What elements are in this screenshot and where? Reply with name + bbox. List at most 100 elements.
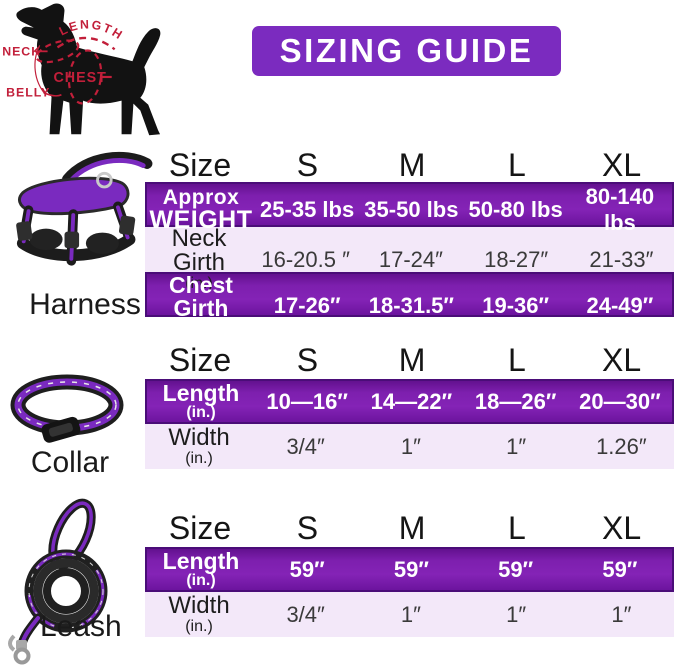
- row-label-line2: (in.): [185, 449, 213, 467]
- header-m: M: [398, 341, 426, 378]
- header-xl: XL: [602, 509, 642, 546]
- cell-value: 18-31.5″: [368, 292, 454, 318]
- cell-value: 1″: [611, 601, 632, 627]
- harness-right-buckle: [118, 215, 136, 236]
- cell-value: 24-49″: [586, 292, 654, 318]
- leash-product-image: [8, 498, 108, 665]
- header-s: S: [296, 509, 319, 546]
- header-xl: XL: [602, 341, 642, 378]
- dog-silhouette: [16, 3, 161, 136]
- leash-coil-middle: [33, 558, 99, 624]
- cell-value: 1″: [506, 601, 527, 627]
- harness-right-pad: [85, 232, 119, 254]
- length-measure-line: [56, 36, 116, 51]
- cell-value: 3/4″: [286, 433, 325, 459]
- belly-leader-line: [43, 92, 62, 97]
- banner-title: SIZING GUIDE: [279, 32, 534, 69]
- row-label-line2: (in.): [186, 404, 216, 422]
- row-label: Length (in.): [147, 379, 255, 422]
- row-label-line2: (in.): [186, 319, 216, 337]
- leash-table-header: Size S M L XL: [145, 509, 674, 547]
- row-label-line2: (in.): [185, 274, 213, 292]
- collar-width-row: Width (in.) 3/4″ 1″ 1″ 1.26″: [145, 424, 674, 469]
- row-label: Chest Girth (in.): [147, 272, 255, 337]
- harness-belly-strap: [16, 233, 136, 262]
- row-label-line1: Width: [168, 592, 230, 620]
- row-label-line1: Length: [162, 547, 240, 574]
- collar-buckle: [41, 416, 81, 443]
- header-m: M: [398, 509, 426, 546]
- harness-d-ring: [96, 171, 113, 189]
- dog-measurement-diagram: LENGTH NECK CHEST BELLY: [2, 3, 161, 136]
- cell-value: 10—16″: [266, 388, 348, 414]
- row-label-line1: Chest Girth: [169, 272, 233, 322]
- harness-product-image: [16, 151, 153, 266]
- leash-length-row: Length (in.) 59″ 59″ 59″ 59″: [145, 547, 674, 592]
- chest-label: CHEST: [54, 70, 107, 86]
- cell-value: 1.26″: [596, 433, 647, 459]
- cell-value: 1″: [400, 601, 421, 627]
- leash-snap-hook: [8, 634, 31, 665]
- row-label: Width (in.): [145, 592, 253, 635]
- leash-size-table: Size S M L XL Length (in.) 59″ 59″ 59″ 5…: [145, 509, 674, 637]
- header-s: S: [296, 341, 319, 378]
- harness-handle: [62, 151, 153, 185]
- row-label: Neck Girth (in.): [145, 225, 253, 292]
- neck-girth-row: Neck Girth (in.) 16-20.5 ″ 17-24″ 18-27″…: [145, 226, 674, 292]
- row-label-line1: Length: [162, 379, 240, 406]
- harness-left-pad: [29, 228, 63, 251]
- header-l: L: [507, 509, 526, 546]
- cell-value: 17-24″: [378, 246, 443, 272]
- cell-value: 19-36″: [482, 292, 550, 318]
- collar-stitching: [17, 381, 117, 429]
- collar-product-label: Collar: [30, 446, 110, 479]
- cell-value: 1″: [400, 433, 421, 459]
- header-l: L: [507, 147, 526, 183]
- harness-product-label: Harness: [29, 288, 141, 321]
- row-label-line2: (in.): [186, 572, 216, 590]
- cell-value: 80-140 lbs: [585, 184, 655, 235]
- collar-table-header: Size S M L XL: [145, 341, 674, 379]
- belly-label: BELLY: [6, 86, 50, 100]
- row-label-line1: Width: [168, 424, 230, 452]
- header-size: Size: [168, 147, 232, 183]
- title-banner: SIZING GUIDE: [252, 26, 561, 76]
- harness-handle-stripe: [68, 158, 146, 183]
- row-label-line2: WEIGHT: [149, 205, 253, 234]
- leash-coil-inner: [43, 568, 89, 614]
- cell-value: 59″: [393, 556, 429, 582]
- cell-value: 14—22″: [370, 388, 453, 414]
- row-label-line2: (in.): [185, 617, 213, 635]
- header-l: L: [507, 341, 526, 378]
- leash-coil-stitching: [28, 553, 104, 629]
- cell-value: 59″: [602, 556, 638, 582]
- row-label: Length (in.): [147, 547, 255, 590]
- leash-width-row: Width (in.) 3/4″ 1″ 1″ 1″: [145, 592, 674, 637]
- chest-measure-line: [67, 49, 103, 105]
- neck-label: NECK: [2, 44, 41, 58]
- cell-value: 59″: [498, 556, 534, 582]
- header-xl: XL: [602, 147, 642, 183]
- header-s: S: [296, 147, 319, 183]
- harness-left-buckle: [16, 221, 33, 241]
- leash-product-label: Leash: [40, 610, 122, 643]
- collar-product-image: [10, 374, 124, 443]
- cell-value: 50-80 lbs: [468, 197, 563, 222]
- harness-table-header: Size S M L XL: [145, 147, 674, 183]
- row-label-line1: Neck Girth: [171, 225, 227, 277]
- header-m: M: [398, 147, 426, 183]
- cell-value: 1″: [506, 433, 527, 459]
- harness-slider: [64, 231, 80, 249]
- cell-value: 18—26″: [474, 388, 557, 414]
- cell-value: 17-26″: [273, 292, 341, 318]
- belly-contour-line: [34, 45, 47, 96]
- cell-value: 25-35 lbs: [260, 197, 355, 222]
- chest-girth-row: Chest Girth (in.) 17-26″ 18-31.5″ 19-36″…: [145, 272, 674, 337]
- cell-value: 35-50 lbs: [364, 197, 459, 222]
- cell-value: 20—30″: [579, 388, 661, 414]
- cell-value: 16-20.5 ″: [261, 246, 350, 272]
- header-size: Size: [168, 509, 232, 546]
- cell-value: 59″: [289, 556, 325, 582]
- harness-size-table: Size S M L XL Approx WEIGHT 25-35 lbs 35…: [145, 147, 674, 337]
